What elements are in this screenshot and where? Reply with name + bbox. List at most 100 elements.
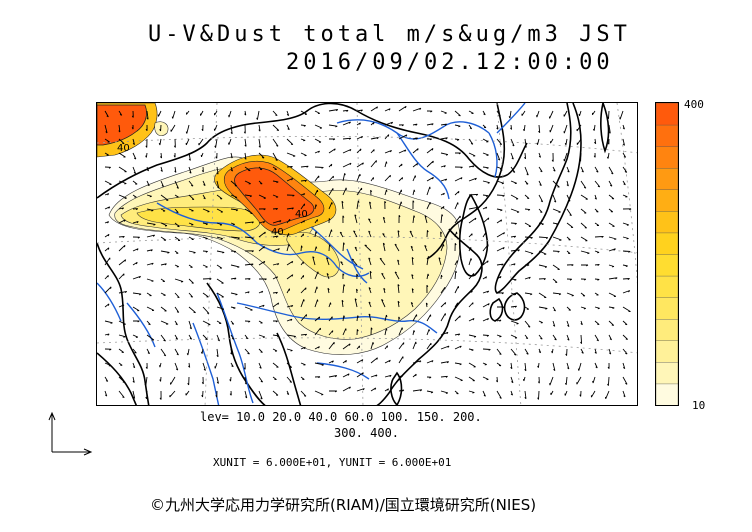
wind-arrow bbox=[272, 263, 280, 266]
wind-arrow bbox=[412, 137, 418, 140]
wind-arrow bbox=[286, 362, 293, 368]
wind-arrow bbox=[188, 180, 194, 187]
wind-arrow bbox=[566, 222, 574, 229]
wind-arrow bbox=[482, 232, 487, 238]
wind-arrow bbox=[356, 359, 364, 364]
chart-title: U-V&Dust total m/s&ug/m3 JST bbox=[148, 22, 631, 47]
wind-arrow bbox=[412, 360, 422, 364]
wind-arrow bbox=[384, 174, 391, 182]
wind-arrow bbox=[454, 333, 461, 336]
wind-arrow bbox=[537, 390, 540, 400]
wind-arrow bbox=[356, 162, 364, 168]
wind-arrow bbox=[200, 348, 204, 354]
wind-arrow bbox=[581, 264, 589, 267]
wind-arrow bbox=[537, 362, 540, 368]
wind-arrow bbox=[230, 194, 238, 199]
wind-arrow bbox=[524, 348, 529, 355]
wind-arrow bbox=[398, 214, 401, 224]
wind-arrow bbox=[146, 222, 156, 226]
wind-arrow bbox=[496, 152, 501, 161]
wind-arrow bbox=[258, 278, 267, 281]
wind-arrow bbox=[118, 166, 127, 173]
wind-arrow bbox=[356, 122, 361, 126]
wind-arrow bbox=[594, 320, 600, 326]
wind-arrow bbox=[622, 290, 631, 294]
wind-arrow bbox=[272, 152, 278, 161]
wind-arrow bbox=[230, 264, 240, 268]
wind-arrow bbox=[379, 257, 386, 266]
wind-arrow bbox=[300, 275, 305, 280]
wind-arrow bbox=[425, 302, 428, 308]
wind-arrow bbox=[314, 316, 321, 322]
wind-arrow bbox=[608, 306, 615, 310]
wind-arrow bbox=[524, 250, 534, 255]
wind-arrow bbox=[594, 348, 597, 354]
wind-arrow bbox=[524, 138, 527, 148]
wind-arrow bbox=[216, 180, 220, 189]
wind-arrow bbox=[104, 124, 108, 134]
wind-arrow bbox=[146, 262, 154, 266]
wind-arrow bbox=[438, 257, 442, 266]
wind-arrow bbox=[552, 334, 557, 341]
wind-arrow bbox=[454, 362, 462, 366]
wind-arrow bbox=[286, 194, 295, 197]
wind-arrow bbox=[104, 206, 111, 210]
wind-arrow bbox=[300, 299, 305, 308]
wind-arrow bbox=[118, 124, 121, 133]
wind-arrow bbox=[524, 166, 529, 176]
wind-arrow bbox=[398, 177, 404, 182]
wind-arrow bbox=[424, 215, 428, 224]
wind-arrow bbox=[622, 166, 628, 173]
wind-arrow bbox=[412, 330, 416, 336]
wind-arrow bbox=[594, 166, 599, 173]
wind-arrow bbox=[454, 345, 462, 350]
wind-arrow bbox=[185, 390, 190, 396]
wind-arrow bbox=[258, 320, 263, 324]
wind-arrow bbox=[552, 222, 559, 226]
wind-arrow bbox=[169, 390, 176, 398]
wind-arrow bbox=[524, 194, 530, 200]
wind-arrow bbox=[328, 163, 333, 168]
wind-arrow bbox=[440, 286, 446, 294]
wind-arrow bbox=[354, 246, 358, 252]
wind-arrow bbox=[272, 348, 278, 352]
wind-arrow bbox=[188, 264, 193, 268]
wind-arrow bbox=[510, 222, 517, 225]
wind-arrow bbox=[104, 257, 111, 266]
wind-arrow bbox=[326, 273, 330, 280]
legend-band bbox=[655, 232, 679, 255]
wind-arrow bbox=[300, 314, 308, 322]
wind-arrow bbox=[497, 306, 505, 309]
wind-arrow bbox=[258, 208, 266, 211]
wind-arrow bbox=[188, 362, 191, 368]
wind-arrow bbox=[273, 320, 278, 323]
wind-arrow bbox=[482, 180, 490, 184]
wind-arrow bbox=[202, 250, 208, 253]
wind-arrow bbox=[160, 222, 168, 227]
wind-arrow bbox=[370, 357, 378, 364]
wind-arrow bbox=[552, 278, 558, 283]
wind-arrow bbox=[440, 331, 449, 336]
wind-arrow bbox=[524, 306, 530, 310]
wind-arrow bbox=[314, 246, 318, 252]
wind-arrow bbox=[496, 292, 504, 295]
contour-label: 40 bbox=[295, 209, 308, 220]
wind-arrow bbox=[228, 110, 232, 118]
wind-arrow bbox=[104, 166, 111, 169]
wind-arrow bbox=[468, 110, 474, 114]
wind-arrow bbox=[160, 306, 167, 312]
wind-arrow bbox=[244, 278, 251, 281]
wind-arrow bbox=[328, 218, 331, 224]
wind-arrow bbox=[230, 306, 236, 310]
wind-arrow bbox=[594, 194, 597, 200]
wind-arrow bbox=[608, 292, 617, 298]
wind-arrow bbox=[258, 220, 266, 224]
wind-arrow bbox=[342, 373, 350, 378]
wind-arrow bbox=[286, 152, 296, 157]
wind-arrow bbox=[272, 302, 280, 308]
wind-arrow bbox=[608, 277, 618, 280]
wind-arrow bbox=[146, 180, 150, 187]
wind-arrow bbox=[132, 306, 140, 312]
wind-arrow bbox=[364, 244, 372, 252]
wind-arrow bbox=[468, 233, 473, 238]
